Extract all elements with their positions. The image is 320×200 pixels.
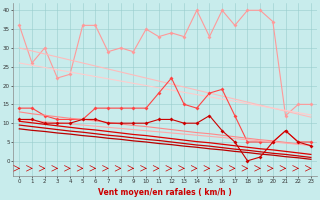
X-axis label: Vent moyen/en rafales ( km/h ): Vent moyen/en rafales ( km/h ) (98, 188, 232, 197)
